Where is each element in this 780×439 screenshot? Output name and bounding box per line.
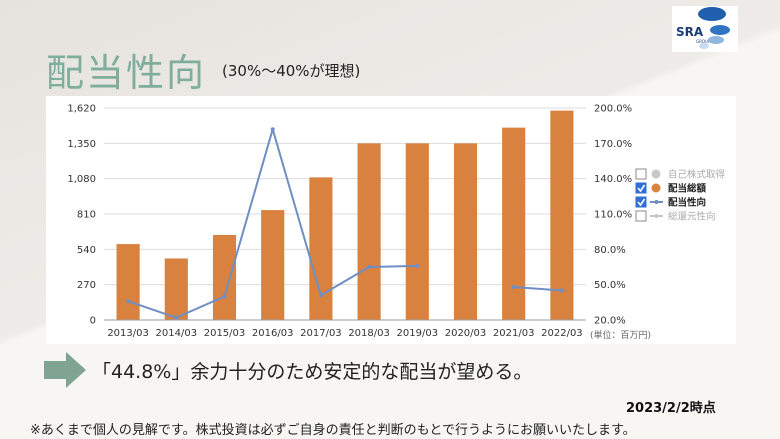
bar (261, 210, 285, 320)
legend-line-point-icon (654, 200, 659, 204)
y-right-tick-label: 50.0% (594, 280, 626, 291)
x-tick-label: 2020/03 (445, 328, 487, 339)
logo-subtext: GROUP (696, 39, 711, 44)
x-tick-label: 2018/03 (348, 328, 390, 339)
y-left-tick-label: 0 (90, 316, 96, 327)
line-segment (513, 286, 562, 292)
unit-note: (単位：百万円) (590, 329, 651, 341)
legend-label: 総還元性向 (668, 211, 716, 223)
bar (164, 258, 188, 320)
x-tick-label: 2015/03 (204, 328, 246, 339)
arrow-right-icon (44, 352, 86, 388)
bar (453, 143, 478, 320)
x-tick-label: 2019/03 (397, 328, 439, 339)
checkmark-icon (637, 184, 646, 193)
line-point (511, 285, 516, 290)
x-tick-label: 2016/03 (252, 328, 294, 339)
line-point (126, 299, 131, 304)
logo-text: SRA (676, 25, 704, 39)
line-point (415, 263, 420, 268)
line-point (318, 293, 323, 298)
page-subtitle: (30%〜40%が理想) (222, 62, 361, 80)
legend-label: 配当性向 (668, 197, 706, 209)
checkbox-unchecked-icon (635, 168, 647, 180)
line-layer (126, 127, 564, 320)
legend-label: 配当総額 (668, 183, 707, 195)
line-point (174, 315, 179, 320)
bar (357, 143, 381, 320)
y-right-tick-label: 80.0% (594, 245, 626, 256)
checkmark-icon (637, 198, 646, 207)
chart-panel: 0 270 540 810 1,080 1,350 1,620 20.0% 50.0% 80.0%… (46, 96, 736, 344)
x-tick-label: 2017/03 (300, 328, 342, 339)
bar (550, 110, 574, 321)
x-tick-label: 2021/03 (493, 328, 535, 339)
bar-layer (116, 110, 574, 321)
dividend-payout-chart: 0 270 540 810 1,080 1,350 1,620 20.0% 50.0% 80.0%… (67, 104, 726, 342)
y-right-tick-label: 200.0% (594, 104, 632, 115)
x-tick-label: 2013/03 (107, 328, 149, 339)
legend-label: 自己株式取得 (668, 169, 726, 181)
x-tick-label: 2014/03 (156, 328, 198, 339)
legend-line-point-icon (654, 214, 659, 218)
axis-layer: 0 270 540 810 1,080 1,350 1,620 20.0% 50.0% 80.0%… (67, 104, 632, 340)
sra-group-logo: SRA GROUP (672, 6, 738, 52)
bar (116, 244, 140, 320)
y-right-tick-label: 20.0% (594, 316, 626, 327)
line-point (270, 127, 275, 132)
y-left-tick-label: 270 (77, 280, 96, 291)
y-left-tick-label: 540 (77, 245, 96, 256)
logo-ellipse-small (708, 36, 724, 44)
y-left-tick-label: 1,620 (67, 104, 96, 115)
bar (309, 177, 333, 320)
legend-item: 配当総額 (635, 182, 707, 195)
y-right-tick-label: 140.0% (594, 174, 632, 185)
line-point (367, 265, 372, 269)
bar (405, 143, 429, 320)
legend-item: 自己株式取得 (635, 168, 726, 181)
bar (212, 234, 237, 320)
logo-ellipse-mid (710, 25, 730, 35)
date-stamp: 2023/2/2時点 (626, 401, 716, 416)
line-point (222, 294, 227, 299)
checkbox-unchecked-icon (635, 210, 647, 222)
y-left-tick-label: 1,080 (67, 174, 96, 185)
y-right-tick-label: 170.0% (594, 139, 632, 150)
y-right-tick-label: 110.0% (594, 210, 632, 221)
legend-item: 配当性向 (635, 196, 706, 209)
legend-item: 総還元性向 (635, 210, 716, 223)
bar (502, 127, 526, 320)
legend-circle-icon (651, 169, 661, 179)
line-point (559, 288, 564, 293)
y-left-tick-label: 1,350 (67, 139, 96, 150)
x-tick-label: 2022/03 (541, 328, 583, 339)
checkbox-checked-icon (635, 182, 647, 194)
legend-circle-icon (651, 183, 661, 193)
y-left-tick-label: 810 (77, 210, 96, 221)
checkbox-checked-icon (635, 196, 647, 208)
logo-ellipse-large (698, 7, 726, 21)
page-title: 配当性向 (46, 51, 207, 95)
logo-ellipse-tiny (699, 43, 709, 49)
summary-message: 「44.8%」余力十分のため安定的な配当が望める。 (92, 361, 533, 383)
disclaimer: ※あくまで個人の見解です。株式投資は必ずご自身の責任と判断のもとで行うようにお願… (30, 423, 636, 438)
